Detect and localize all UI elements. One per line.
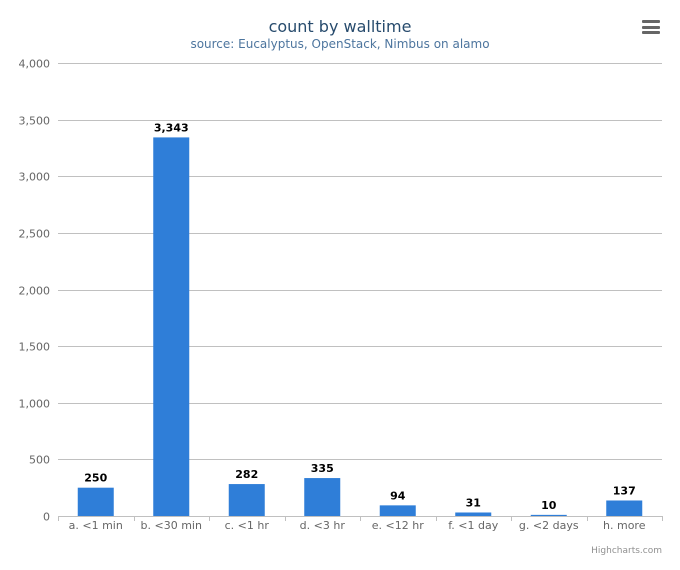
y-tick-label: 4,000: [19, 58, 51, 71]
bar[interactable]: [228, 484, 265, 516]
y-tick-label: 1,500: [19, 341, 51, 354]
bar[interactable]: [606, 500, 643, 516]
data-label: 282: [235, 468, 258, 481]
x-tick-label: a. <1 min: [69, 519, 123, 532]
bar[interactable]: [77, 487, 114, 516]
y-tick-label: 0: [43, 511, 50, 524]
chart-title: count by walltime: [269, 17, 412, 36]
x-tick-label: f. <1 day: [448, 519, 499, 532]
data-label: 10: [541, 499, 557, 512]
menu-bar-1: [642, 20, 660, 23]
x-tick-label: g. <2 days: [519, 519, 579, 532]
bar[interactable]: [379, 505, 416, 516]
menu-bar-3: [642, 31, 660, 34]
y-tick-label: 3,000: [19, 171, 51, 184]
grid-lines: [58, 63, 662, 460]
x-tick-label: c. <1 hr: [225, 519, 270, 532]
data-label: 250: [84, 472, 107, 485]
chart-subtitle: source: Eucalyptus, OpenStack, Nimbus on…: [190, 37, 489, 51]
y-tick-label: 2,000: [19, 285, 51, 298]
data-label: 3,343: [154, 121, 189, 134]
y-tick-label: 2,500: [19, 228, 51, 241]
x-axis-labels: a. <1 min b. <30 min c. <1 hr d. <3 hr e. <1…: [69, 519, 646, 532]
hamburger-menu-icon[interactable]: [642, 20, 660, 34]
bar[interactable]: [455, 512, 492, 516]
bar[interactable]: [530, 514, 567, 516]
y-tick-label: 500: [29, 454, 50, 467]
credits-text[interactable]: Highcharts.com: [591, 546, 662, 556]
bars: [77, 137, 643, 516]
data-label: 94: [390, 489, 406, 502]
y-axis-labels: 0 500 1,000 1,500 2,000 2,500 3,000 3,500 4,000: [19, 58, 51, 524]
bar[interactable]: [153, 137, 190, 516]
data-label: 137: [613, 484, 636, 497]
data-labels: 250 3,343 282 335 94 31 10 137: [84, 121, 635, 511]
x-tick-label: b. <30 min: [141, 519, 202, 532]
x-tick-label: e. <12 hr: [372, 519, 424, 532]
y-tick-label: 1,000: [19, 398, 51, 411]
data-label: 335: [311, 462, 334, 475]
x-tick-label: d. <3 hr: [300, 519, 346, 532]
bar[interactable]: [304, 478, 341, 516]
x-tick-label: h. more: [603, 519, 646, 532]
menu-bar-2: [642, 25, 660, 29]
y-tick-label: 3,500: [19, 115, 51, 128]
x-axis: [58, 516, 663, 521]
data-label: 31: [466, 496, 481, 509]
